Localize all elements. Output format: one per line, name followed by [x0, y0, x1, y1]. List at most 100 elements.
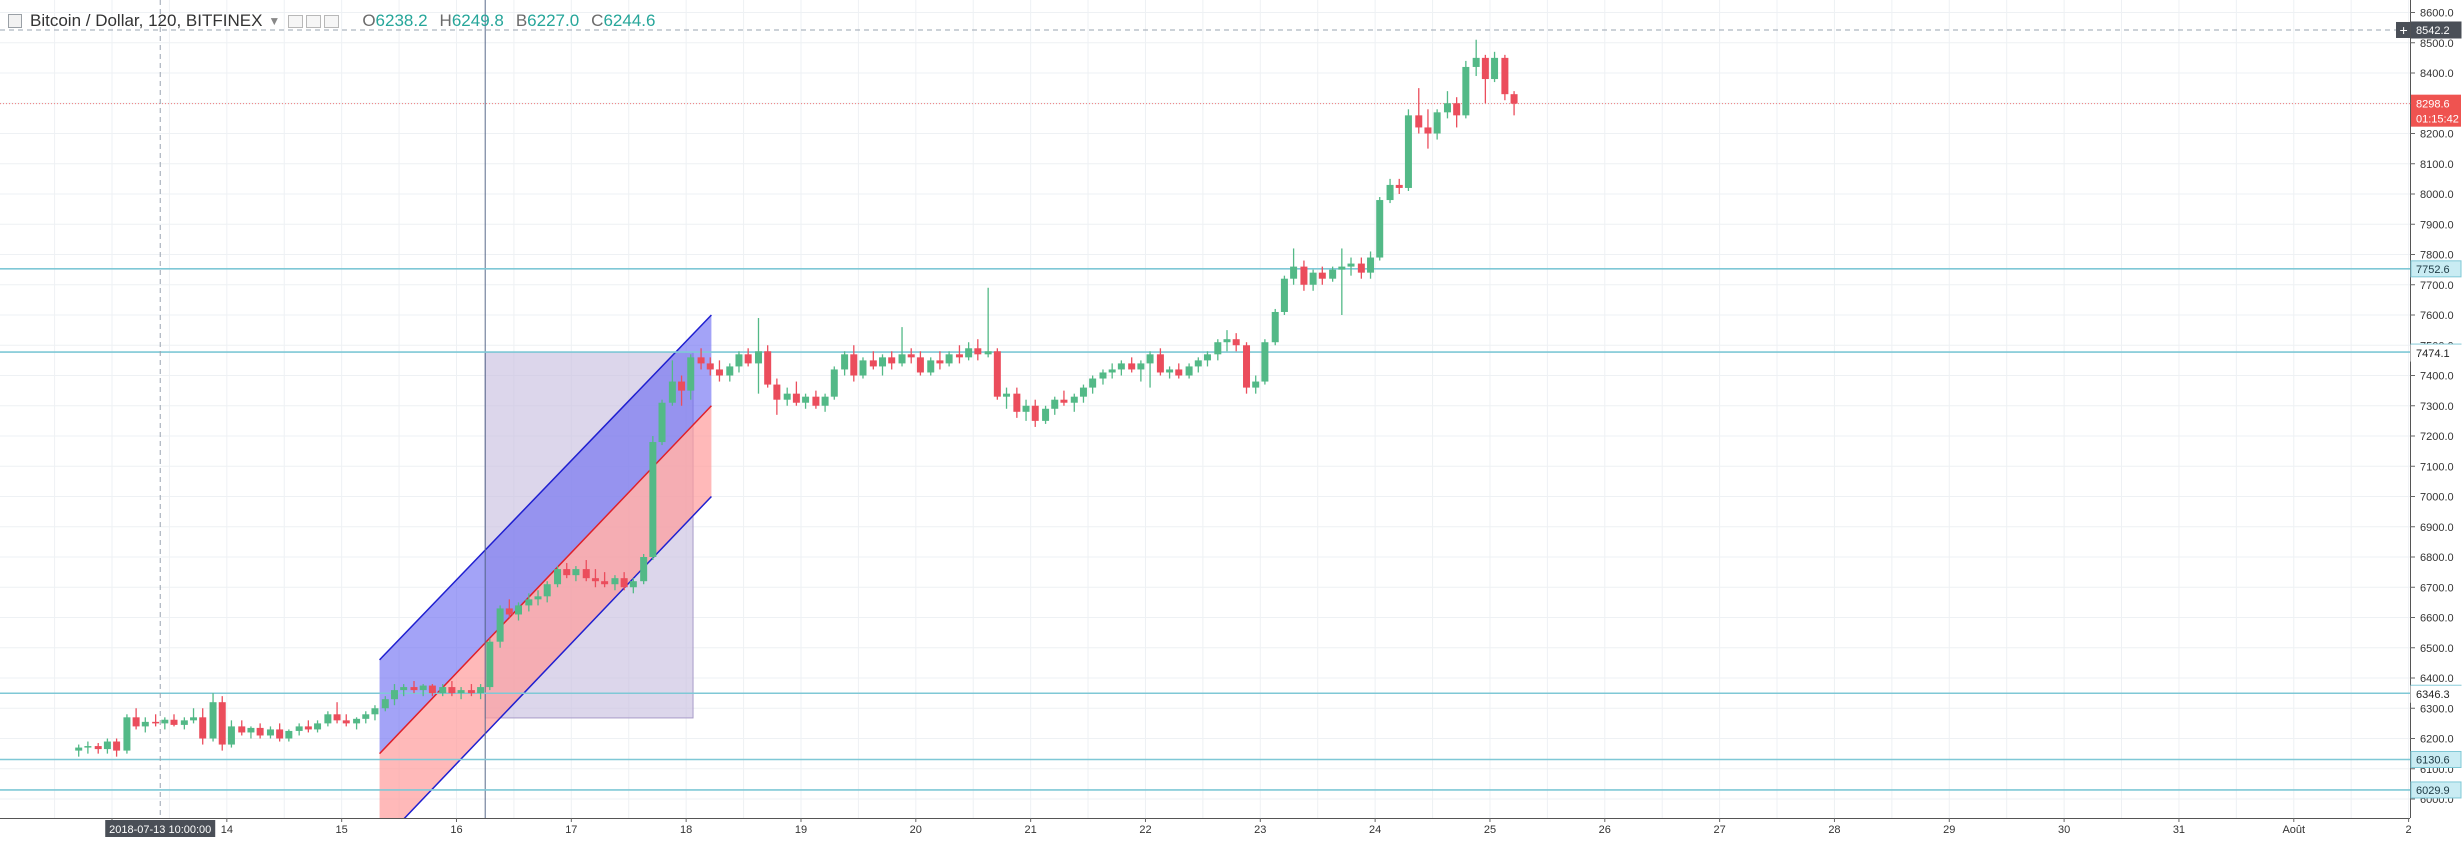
candle-body — [1252, 381, 1260, 388]
open-key: O — [362, 11, 376, 30]
candle-body — [141, 721, 149, 727]
current-price-box — [2411, 94, 2461, 127]
candle-body — [467, 690, 475, 694]
line-price-tag: 6029.9 — [2410, 781, 2462, 799]
high-key: H — [439, 11, 452, 30]
candle-body — [974, 348, 982, 355]
crosshair-price-tag-box — [2410, 21, 2462, 39]
candle-body — [1051, 399, 1059, 409]
candle-body — [1271, 311, 1279, 343]
channel-lower-band — [379, 405, 712, 818]
candle-body — [256, 727, 264, 736]
crosshair-price-tag: 8542.2 — [2410, 21, 2462, 39]
crosshair-time-box — [105, 820, 216, 837]
time-tick-label: 26 — [1599, 824, 1611, 836]
time-tick-label: 22 — [1139, 824, 1151, 836]
plain-price-tag: 7474.1 — [2410, 344, 2462, 362]
price-tick-label: 7200.0 — [2420, 431, 2454, 443]
price-tick-label: 7100.0 — [2420, 461, 2454, 473]
candle-body — [859, 360, 867, 376]
candle-body — [1415, 115, 1423, 128]
line-price-tag-box — [2410, 260, 2462, 278]
candle-body — [764, 351, 772, 385]
candle-body — [514, 605, 522, 615]
remove-icon[interactable] — [324, 14, 340, 28]
channel-upper-line — [379, 314, 712, 661]
price-tick-label: 7300.0 — [2420, 401, 2454, 413]
candle-body — [324, 714, 332, 724]
candle-body — [735, 354, 743, 367]
candle-body — [353, 718, 361, 724]
candle-body — [965, 348, 973, 358]
price-tick-label: 7800.0 — [2420, 250, 2454, 262]
price-tick-label: 6200.0 — [2420, 734, 2454, 746]
candle-body — [75, 747, 83, 751]
candle-body — [199, 717, 207, 739]
candle-body — [247, 727, 255, 733]
candle-body — [1261, 342, 1269, 382]
candle-body — [945, 354, 953, 364]
candle-body — [1042, 408, 1050, 421]
low-value: 6227.0 — [527, 11, 580, 30]
candle-body — [227, 726, 235, 745]
countdown-text: 01:15:42 — [2416, 114, 2459, 126]
symbol-box-icon[interactable] — [8, 14, 22, 28]
candle-body — [554, 569, 562, 585]
settings-icon[interactable] — [306, 14, 322, 28]
candle-body — [1357, 263, 1365, 273]
candles — [75, 39, 1518, 757]
candle-body — [1070, 396, 1078, 403]
crosshair-time-tag: 2018-07-13 10:00:00 — [105, 820, 216, 837]
candle-body — [927, 360, 935, 373]
candle-body — [1214, 342, 1222, 355]
symbol-title[interactable]: Bitcoin / Dollar, 120, BITFINEX — [30, 11, 263, 30]
price-tick-label: 8100.0 — [2420, 159, 2454, 171]
price-tick-label: 7000.0 — [2420, 492, 2454, 504]
price-tick-label: 8200.0 — [2420, 129, 2454, 141]
candle-body — [525, 599, 533, 606]
price-tick-label: 8500.0 — [2420, 38, 2454, 50]
price-axis: 6000.06100.06200.06300.06400.06500.06600… — [2410, 0, 2462, 847]
candle-body — [400, 687, 408, 691]
candle-body — [505, 608, 513, 615]
candle-body — [1146, 354, 1154, 364]
price-tick-label: 6700.0 — [2420, 582, 2454, 594]
candle-body — [419, 685, 427, 691]
candle-body — [888, 357, 896, 364]
close-value: 6244.6 — [603, 11, 656, 30]
candle-body — [1404, 115, 1412, 188]
time-tick-label: 14 — [221, 824, 233, 836]
candle-body — [1443, 103, 1451, 113]
hide-icon[interactable] — [288, 14, 304, 28]
candle-body — [678, 381, 686, 391]
candle-body — [333, 714, 341, 721]
candle-body — [1128, 363, 1136, 370]
candle-body — [582, 569, 590, 579]
candle-body — [1510, 94, 1518, 104]
candle-body — [209, 702, 217, 739]
caret-down-icon[interactable]: ▼ — [268, 14, 281, 28]
candle-body — [381, 699, 389, 709]
candle-body — [658, 402, 666, 443]
candle-body — [563, 569, 571, 576]
candle-body — [907, 354, 915, 358]
candle-body — [1185, 366, 1193, 376]
candle-body — [1386, 184, 1394, 201]
current-price-tag: 8298.6 01:15:42 — [2411, 94, 2461, 127]
candle-body — [1060, 399, 1068, 403]
candle-body — [1491, 57, 1499, 80]
open-value: 6238.2 — [375, 11, 428, 30]
time-tick-label: 30 — [2058, 824, 2070, 836]
candle-body — [113, 741, 121, 751]
add-alert-icon — [2396, 21, 2410, 38]
candle-body — [916, 357, 924, 373]
plain-price-tag-box — [2410, 685, 2462, 703]
candle-body — [1194, 360, 1202, 367]
candle-body — [410, 687, 418, 691]
candle-body — [726, 366, 734, 376]
candle-body — [295, 726, 303, 731]
price-tick-label: 6400.0 — [2420, 673, 2454, 685]
candle-body — [190, 717, 198, 721]
candle-body — [936, 360, 944, 364]
